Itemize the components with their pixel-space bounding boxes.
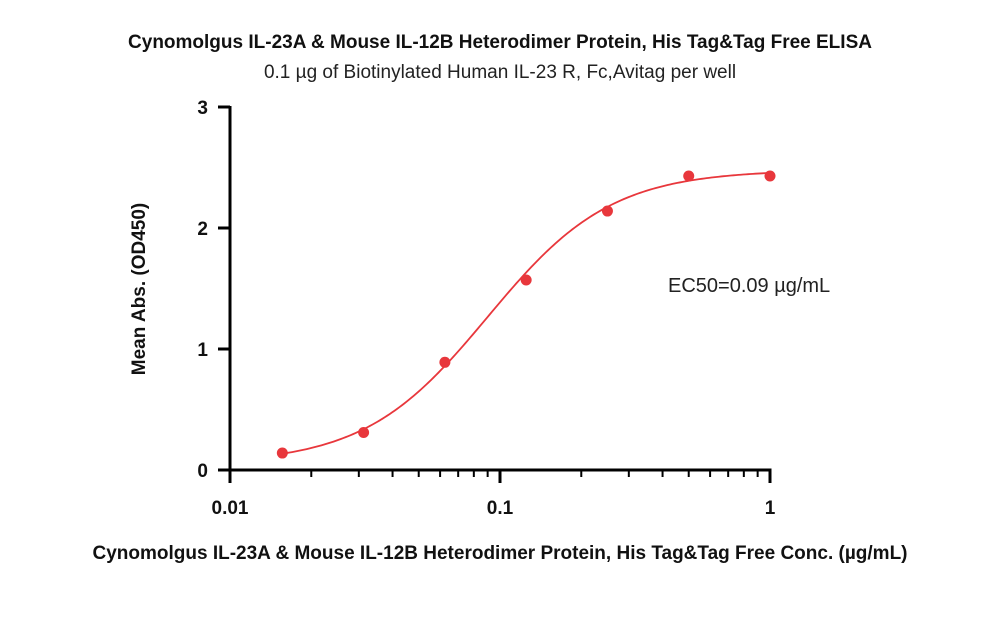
data-point [683, 170, 695, 182]
data-point [276, 447, 288, 459]
y-axis-label: Mean Abs. (OD450) [129, 203, 150, 375]
data-point [601, 205, 613, 217]
y-tick-label: 2 [197, 219, 208, 240]
x-tick-label: 0.1 [487, 498, 514, 519]
data-point [520, 274, 532, 286]
chart-subtitle: 0.1 µg of Biotinylated Human IL-23 R, Fc… [264, 62, 736, 83]
axes: 0 1 2 3 0.01 0.1 1 [197, 98, 775, 519]
fit-curve [282, 172, 771, 455]
x-tick-label: 0.01 [212, 498, 249, 519]
x-axis-label: Cynomolgus IL-23A & Mouse IL-12B Heterod… [92, 543, 907, 564]
y-tick-label: 0 [197, 461, 208, 482]
ec50-annotation: EC50=0.09 µg/mL [668, 275, 830, 297]
x-tick-label: 1 [765, 498, 776, 519]
fit-curve-group [282, 172, 771, 455]
data-points [276, 170, 776, 459]
y-tick-label: 1 [197, 340, 208, 361]
chart-title: Cynomolgus IL-23A & Mouse IL-12B Heterod… [128, 32, 872, 53]
data-point [764, 170, 776, 182]
data-point [439, 356, 451, 368]
data-point [358, 426, 370, 438]
y-tick-label: 3 [197, 98, 208, 119]
